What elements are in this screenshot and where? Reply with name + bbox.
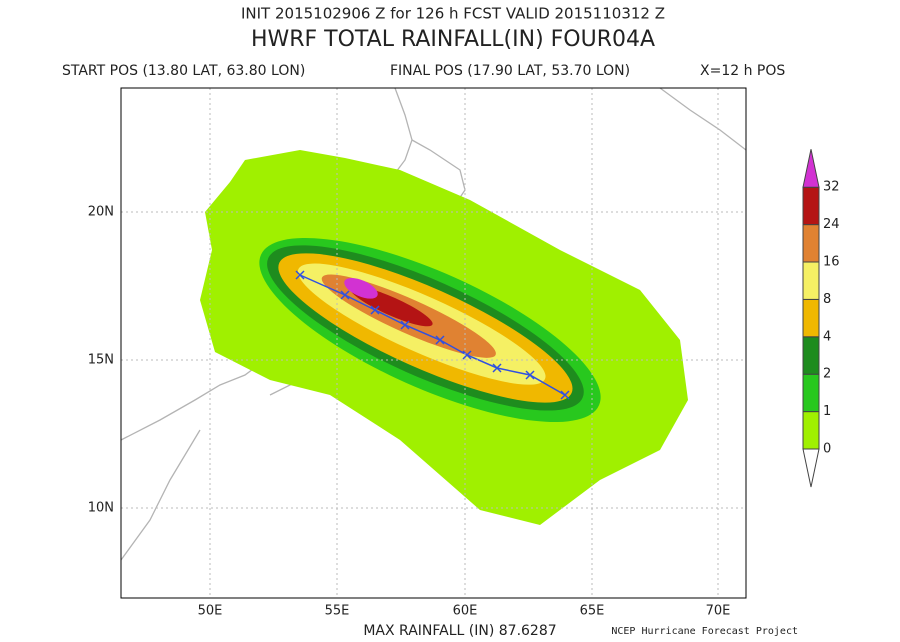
map xyxy=(120,87,747,599)
colorbar-label: 2 xyxy=(823,367,831,382)
map-frame xyxy=(120,87,747,599)
track-x xyxy=(525,370,535,380)
start-pos: START POS (13.80 LAT, 63.80 LON) xyxy=(62,63,305,79)
grid xyxy=(121,88,746,598)
colorbar-label: 0 xyxy=(823,442,831,457)
colorbar-label: 32 xyxy=(823,180,840,195)
track-x xyxy=(435,335,445,345)
colorbar-swatch xyxy=(802,373,820,413)
rain-32-plus xyxy=(344,277,378,299)
rainfall-field xyxy=(200,150,688,525)
y-tick-label: 10N xyxy=(88,501,114,516)
colorbar-swatch xyxy=(802,411,820,450)
colorbar-label: 1 xyxy=(823,404,831,419)
track-x xyxy=(400,320,410,330)
track-x xyxy=(295,270,305,280)
colorbar-swatch xyxy=(802,298,820,338)
colorbar-label: 4 xyxy=(823,329,831,344)
colorbar-label: 16 xyxy=(823,255,840,270)
x-tick-label: 60E xyxy=(453,604,478,619)
track-x xyxy=(462,350,472,360)
x-tick-label: 55E xyxy=(325,604,350,619)
track-x xyxy=(340,290,350,300)
final-pos: FINAL POS (17.90 LAT, 53.70 LON) xyxy=(390,63,630,79)
x-tick-label: 70E xyxy=(706,604,731,619)
x-tick-label: 65E xyxy=(580,604,605,619)
colorbar-swatch xyxy=(802,336,820,375)
y-tick-label: 20N xyxy=(88,205,114,220)
colorbar-swatch xyxy=(802,224,820,263)
colorbar-label: 8 xyxy=(823,292,831,307)
y-tick-label: 15N xyxy=(88,353,114,368)
track-note: X=12 h POS xyxy=(700,63,785,79)
track-x xyxy=(492,363,502,373)
colorbar-label: 24 xyxy=(823,217,840,232)
max-rainfall: MAX RAINFALL (IN) 87.6287 xyxy=(363,623,556,639)
track-positions xyxy=(295,270,570,400)
title: HWRF TOTAL RAINFALL(IN) FOUR04A xyxy=(251,27,655,52)
colorbar-swatch xyxy=(802,261,820,300)
track-x xyxy=(560,390,570,400)
colorbar-below xyxy=(802,448,820,488)
x-tick-label: 50E xyxy=(198,604,223,619)
credit: NCEP Hurricane Forecast Project xyxy=(611,626,798,637)
colorbar-swatch xyxy=(802,186,820,226)
colorbar-above xyxy=(802,149,820,188)
track-x xyxy=(370,305,380,315)
init-line: INIT 2015102906 Z for 126 h FCST VALID 2… xyxy=(241,5,665,23)
